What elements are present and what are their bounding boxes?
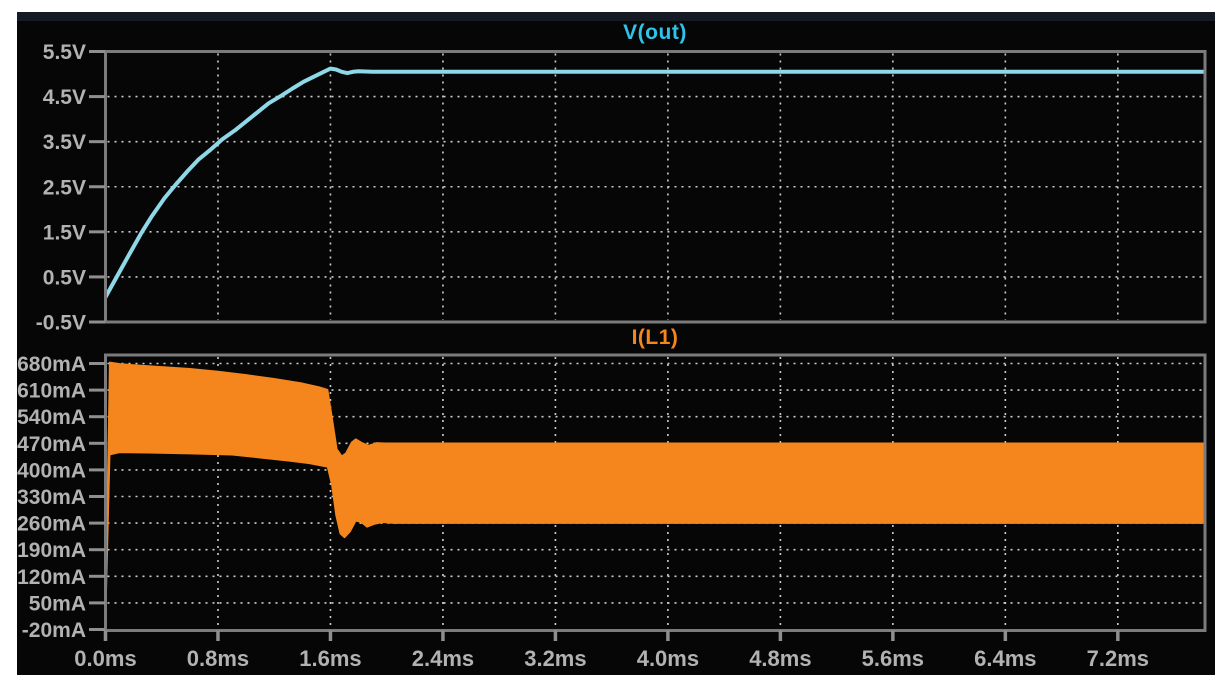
y-tick-label-vout: 1.5V — [43, 221, 86, 244]
y-tick-label-il1: 330mA — [17, 486, 86, 509]
y-tick-label-il1: 470mA — [17, 433, 86, 456]
x-tick-label: 2.4ms — [412, 646, 474, 671]
y-tick-label-il1: 190mA — [17, 539, 86, 562]
y-tick-label-il1: 120mA — [17, 566, 86, 589]
pane-border-il1 — [104, 353, 1207, 632]
trace-label-vout[interactable]: V(out) — [623, 21, 687, 44]
plot-panel — [17, 12, 1215, 675]
y-tick-label-il1: 680mA — [17, 353, 86, 376]
y-tick-label-il1: 610mA — [17, 380, 86, 403]
y-tick-label-il1: 50mA — [29, 592, 86, 615]
plot-area-vout[interactable] — [106, 52, 1206, 323]
y-tick-label-il1: 540mA — [17, 406, 86, 429]
pane-il1: 680mA 610mA 540mA 470mA 400mA 330mA 260mA 190mA… — [17, 353, 1207, 642]
x-tick-label: 0.8ms — [187, 646, 249, 671]
y-tick-label-vout: 4.5V — [43, 86, 86, 109]
y-tick-label-il1: -20mA — [22, 619, 86, 642]
y-tick-label-vout: -0.5V — [36, 312, 86, 335]
y-tick-label-vout: 3.5V — [43, 131, 86, 154]
x-tick-label: 5.6ms — [862, 646, 924, 671]
y-tick-label-il1: 400mA — [17, 459, 86, 482]
x-tick-label: 4.0ms — [637, 646, 699, 671]
pane-vout: 5.5V 4.5V 3.5V 2.5V 1.5V 0.5V -0.5V — [36, 41, 1207, 335]
y-tick-label-vout: 5.5V — [43, 41, 86, 64]
pane-border-vout — [104, 50, 1207, 324]
x-tick-label: 3.2ms — [524, 646, 586, 671]
x-tick-label: 1.6ms — [299, 646, 361, 671]
x-axis: 0.0ms 0.8ms 1.6ms 2.4ms 3.2ms 4.0ms 4.8ms 5.6ms… — [74, 630, 1149, 671]
panel-top-strip — [17, 12, 1215, 21]
y-tick-label-vout: 2.5V — [43, 176, 86, 199]
y-tick-label-il1: 260mA — [17, 513, 86, 536]
grid-vout — [107, 53, 1203, 320]
trace-label-il1[interactable]: I(L1) — [631, 326, 679, 349]
x-tick-label: 6.4ms — [974, 646, 1036, 671]
vout-trace — [105, 66, 1205, 300]
plot-area-il1[interactable] — [106, 355, 1206, 631]
y-tick-label-vout: 0.5V — [43, 266, 86, 289]
il1-trace-band — [105, 361, 1205, 622]
x-tick-label: 7.2ms — [1087, 646, 1149, 671]
x-tick-label: 4.8ms — [749, 646, 811, 671]
x-tick-label: 0.0ms — [74, 646, 136, 671]
